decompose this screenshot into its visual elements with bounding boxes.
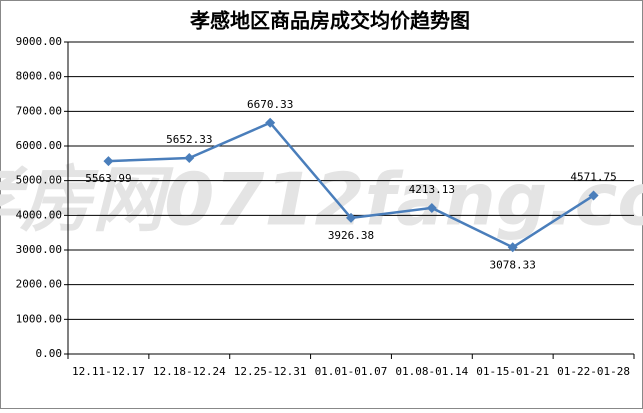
x-tick-label: 12.18-12.24 — [153, 365, 226, 378]
x-tick-label: 12.25-12.31 — [234, 365, 307, 378]
data-point — [184, 153, 195, 164]
y-tick-label: 7000.00 — [16, 104, 62, 117]
y-tick-label: 2000.00 — [16, 278, 62, 291]
data-point — [588, 190, 599, 201]
watermark: 孝房网0712fang.com — [0, 158, 643, 242]
y-tick-label: 9000.00 — [16, 35, 62, 48]
y-tick-label: 5000.00 — [16, 174, 62, 187]
y-tick-label: 6000.00 — [16, 139, 62, 152]
x-tick-label: 01-15-01-21 — [476, 365, 549, 378]
data-label: 5563.99 — [85, 172, 131, 185]
x-tick-label: 12.11-12.17 — [72, 365, 145, 378]
data-label: 4571.75 — [570, 171, 616, 184]
data-label: 4213.13 — [409, 183, 455, 196]
data-label: 3078.33 — [490, 258, 536, 271]
data-point — [265, 117, 276, 128]
y-tick-label: 4000.00 — [16, 208, 62, 221]
data-point — [507, 242, 518, 253]
y-tick-label: 3000.00 — [16, 243, 62, 256]
data-point — [426, 202, 437, 213]
data-label: 6670.33 — [247, 98, 293, 111]
y-tick-label: 0.00 — [36, 347, 63, 360]
x-tick-label: 01-22-01-28 — [557, 365, 630, 378]
y-tick-label: 1000.00 — [16, 312, 62, 325]
y-tick-label: 8000.00 — [16, 70, 62, 83]
data-point — [103, 156, 114, 167]
x-tick-label: 01.08-01.14 — [395, 365, 468, 378]
chart-title: 孝感地区商品房成交均价趋势图 — [189, 9, 470, 33]
x-tick-label: 01.01-01.07 — [315, 365, 388, 378]
data-point — [346, 212, 356, 223]
data-label: 5652.33 — [166, 133, 212, 146]
data-label: 3926.38 — [328, 229, 374, 242]
